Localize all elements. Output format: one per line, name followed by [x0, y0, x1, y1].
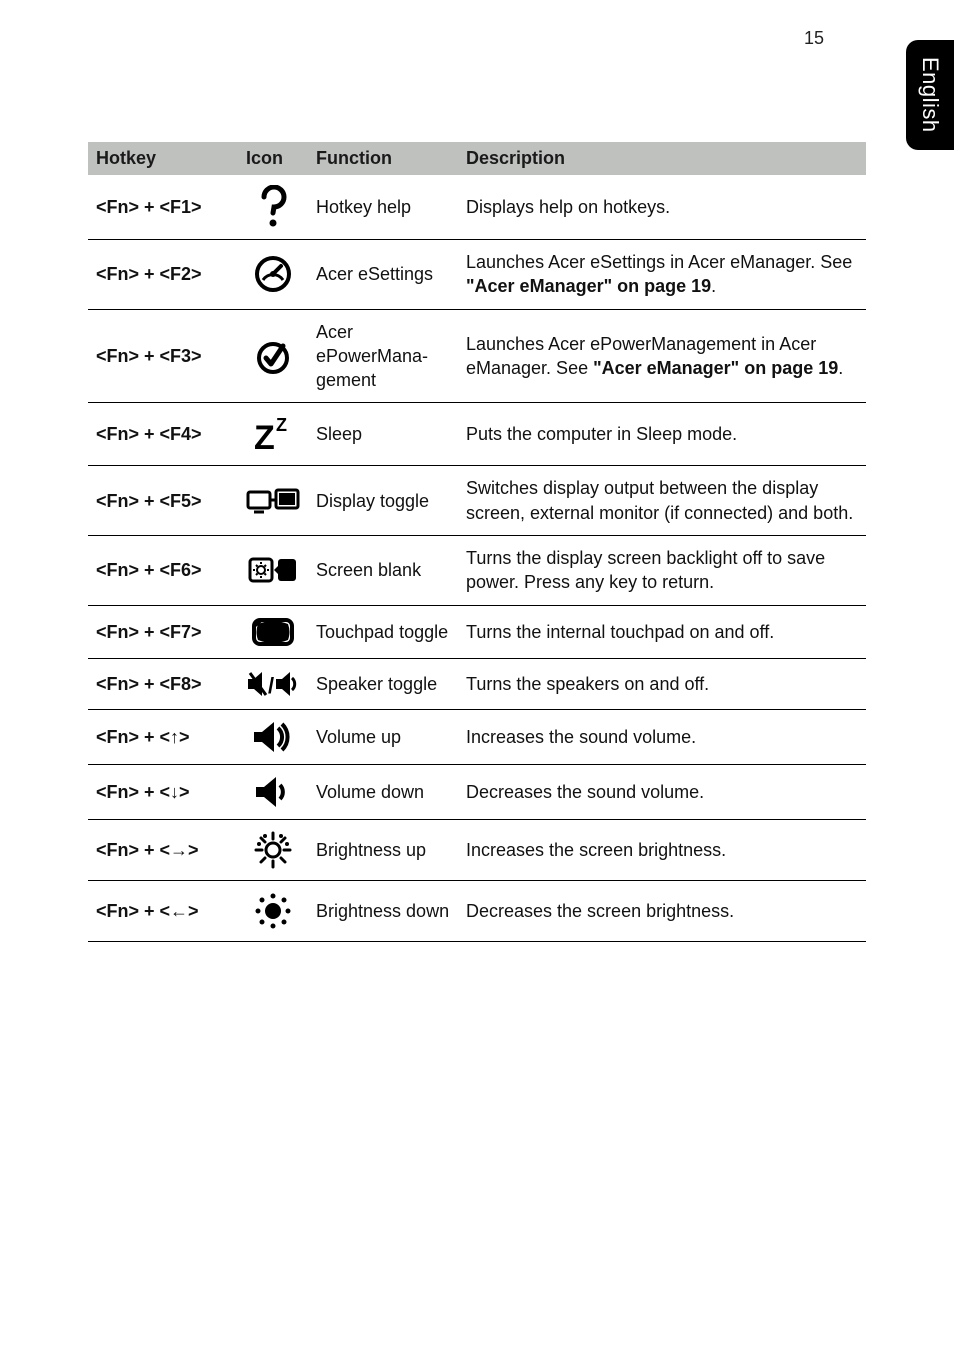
table-row: <Fn> + <F4> Z Z Sleep Puts the computer …: [88, 403, 866, 466]
icon-cell: [238, 466, 308, 536]
icon-cell: [238, 880, 308, 941]
table-row: <Fn> + <↑> Volume up Increases the sound…: [88, 709, 866, 764]
brightness-down-icon: [253, 891, 293, 931]
icon-cell: [238, 605, 308, 658]
icon-cell: [238, 709, 308, 764]
hotkey-cell: <Fn> + <↓>: [88, 764, 238, 819]
table-row: <Fn> + <→> Brightness up: [88, 819, 866, 880]
function-cell: Sleep: [308, 403, 458, 466]
col-hotkey: Hotkey: [88, 142, 238, 175]
table-row: <Fn> + <F6> Sc: [88, 536, 866, 606]
icon-cell: [238, 819, 308, 880]
hotkey-cell: <Fn> + <F1>: [88, 175, 238, 240]
function-cell: Brightness up: [308, 819, 458, 880]
brightness-up-icon: [253, 830, 293, 870]
hotkey-cell: <Fn> + <F4>: [88, 403, 238, 466]
hotkey-cell: <Fn> + <←>: [88, 880, 238, 941]
hotkey-cell: <Fn> + <F8>: [88, 658, 238, 709]
function-cell: Speaker toggle: [308, 658, 458, 709]
function-cell: Screen blank: [308, 536, 458, 606]
function-cell: Touchpad toggle: [308, 605, 458, 658]
table-row: <Fn> + <↓> Volume down Decreases the sou…: [88, 764, 866, 819]
icon-cell: [238, 175, 308, 240]
function-cell: Acer eSettings: [308, 240, 458, 310]
svg-text:/: /: [268, 673, 274, 698]
volume-down-icon: [254, 775, 292, 809]
description-cell: Turns the internal touchpad on and off.: [458, 605, 866, 658]
col-description: Description: [458, 142, 866, 175]
table-row: <Fn> + <F5> Display toggle Switches disp…: [88, 466, 866, 536]
description-cell: Launches Acer ePowerManagement in Acer e…: [458, 309, 866, 403]
speaker-toggle-icon: /: [246, 669, 300, 699]
description-cell: Decreases the screen brightness.: [458, 880, 866, 941]
hotkey-cell: <Fn> + <F6>: [88, 536, 238, 606]
function-cell: Brightness down: [308, 880, 458, 941]
table-row: <Fn> + <←> Brightness down Decreases the…: [88, 880, 866, 941]
description-cell: Puts the computer in Sleep mode.: [458, 403, 866, 466]
table-row: <Fn> + <F3> Acer ePowerMana-gement Launc…: [88, 309, 866, 403]
hotkey-cell: <Fn> + <F2>: [88, 240, 238, 310]
display-toggle-icon: [246, 484, 300, 518]
gauge-icon: [253, 254, 293, 294]
icon-cell: Z Z: [238, 403, 308, 466]
checkmark-icon: [253, 336, 293, 376]
icon-cell: [238, 536, 308, 606]
table-header-row: Hotkey Icon Function Description: [88, 142, 866, 175]
description-cell: Turns the display screen backlight off t…: [458, 536, 866, 606]
svg-text:Z: Z: [254, 419, 275, 455]
help-icon: [258, 185, 288, 229]
description-cell: Decreases the sound volume.: [458, 764, 866, 819]
function-cell: Hotkey help: [308, 175, 458, 240]
icon-cell: [238, 240, 308, 310]
function-cell: Acer ePowerMana-gement: [308, 309, 458, 403]
description-cell: Switches display output between the disp…: [458, 466, 866, 536]
icon-cell: /: [238, 658, 308, 709]
col-icon: Icon: [238, 142, 308, 175]
page: 15 English Hotkey Icon Function Descript…: [0, 0, 954, 1369]
icon-cell: [238, 309, 308, 403]
function-cell: Volume up: [308, 709, 458, 764]
sun-screen-icon: [248, 553, 298, 587]
language-tab: English: [906, 40, 954, 150]
description-cell: Launches Acer eSettings in Acer eManager…: [458, 240, 866, 310]
function-cell: Volume down: [308, 764, 458, 819]
table-row: <Fn> + <F8> / Speaker toggle Turns the s…: [88, 658, 866, 709]
hotkey-cell: <Fn> + <↑>: [88, 709, 238, 764]
table-row: <Fn> + <F2> Acer eSettings Launches Acer…: [88, 240, 866, 310]
touchpad-icon: [251, 616, 295, 648]
description-cell: Increases the sound volume.: [458, 709, 866, 764]
language-tab-label: English: [917, 57, 943, 133]
volume-up-icon: [252, 720, 294, 754]
description-cell: Turns the speakers on and off.: [458, 658, 866, 709]
description-cell: Displays help on hotkeys.: [458, 175, 866, 240]
hotkey-cell: <Fn> + <→>: [88, 819, 238, 880]
hotkeys-table: Hotkey Icon Function Description <Fn> + …: [88, 142, 866, 942]
col-function: Function: [308, 142, 458, 175]
hotkey-cell: <Fn> + <F7>: [88, 605, 238, 658]
svg-text:Z: Z: [276, 415, 287, 435]
function-cell: Display toggle: [308, 466, 458, 536]
table-row: <Fn> + <F7> Touchpad toggle Turns the in…: [88, 605, 866, 658]
description-cell: Increases the screen brightness.: [458, 819, 866, 880]
icon-cell: [238, 764, 308, 819]
hotkey-cell: <Fn> + <F3>: [88, 309, 238, 403]
hotkey-cell: <Fn> + <F5>: [88, 466, 238, 536]
table-row: <Fn> + <F1> Hotkey help Displays help on…: [88, 175, 866, 240]
sleep-zz-icon: Z Z: [252, 413, 294, 455]
page-number: 15: [804, 28, 824, 49]
